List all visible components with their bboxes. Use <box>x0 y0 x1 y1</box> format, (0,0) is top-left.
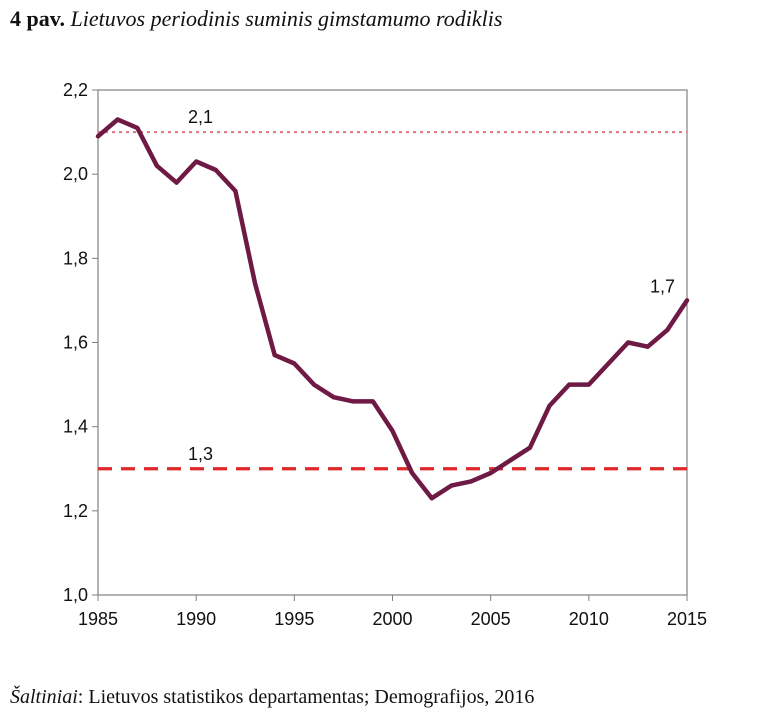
y-tick-label: 1,0 <box>63 585 88 605</box>
source-label: Šaltiniai <box>10 686 78 708</box>
y-tick-label: 1,6 <box>63 333 88 353</box>
y-tick-label: 1,2 <box>63 501 88 521</box>
data-point <box>567 382 572 387</box>
source-separator: : <box>77 686 89 708</box>
data-point <box>213 167 218 172</box>
data-point <box>586 382 591 387</box>
data-point <box>527 445 532 450</box>
x-tick-label: 1985 <box>78 609 118 629</box>
data-point <box>547 403 552 408</box>
y-tick-label: 1,4 <box>63 417 88 437</box>
figure-caption: Lietuvos periodinis suminis gimstamumo r… <box>70 6 503 31</box>
x-tick-label: 2015 <box>667 609 707 629</box>
data-point <box>292 361 297 366</box>
source-text: Lietuvos statistikos departamentas; Demo… <box>88 686 535 708</box>
data-point <box>194 159 199 164</box>
data-point <box>233 189 238 193</box>
data-point <box>508 458 513 463</box>
reference-line-label: 1,3 <box>188 444 213 464</box>
data-point <box>370 399 375 404</box>
data-point <box>665 327 670 332</box>
data-point <box>429 496 434 501</box>
plot-frame <box>97 89 688 596</box>
y-tick-label: 2,2 <box>63 80 88 100</box>
data-point <box>253 281 258 286</box>
figure-number: 4 pav. <box>10 6 66 31</box>
x-tick-label: 1990 <box>176 609 216 629</box>
data-point <box>96 134 100 139</box>
data-point <box>331 395 336 400</box>
data-point <box>115 117 120 122</box>
end-value-label: 1,7 <box>650 276 675 296</box>
data-point <box>645 344 650 349</box>
data-point <box>135 125 140 130</box>
data-point <box>449 483 454 488</box>
data-point <box>154 163 159 168</box>
data-point <box>272 353 277 358</box>
series-line <box>95 117 690 501</box>
data-point <box>311 382 316 387</box>
figure-title: 4 pav. Lietuvos periodinis suminis gimst… <box>10 6 502 32</box>
x-tick-label: 1995 <box>274 609 314 629</box>
x-tick-label: 2000 <box>372 609 412 629</box>
reference-line-label: 2,1 <box>188 107 213 127</box>
data-point <box>685 298 689 303</box>
fertility-line-chart: 1,0 1,2 1,4 1,6 1,8 2,0 2,2 1985 1990 1995 2000 200… <box>63 80 707 629</box>
data-point <box>410 470 415 475</box>
data-point <box>174 180 179 185</box>
source-note: Šaltiniai: Lietuvos statistikos departam… <box>10 686 534 709</box>
x-tick-label: 2010 <box>569 609 609 629</box>
data-point <box>626 340 631 345</box>
data-point <box>606 361 611 366</box>
data-point <box>488 470 493 475</box>
y-tick-label: 2,0 <box>63 164 88 184</box>
data-point <box>469 479 474 484</box>
x-tick-label: 2005 <box>471 609 511 629</box>
data-point <box>351 399 356 404</box>
y-tick-label: 1,8 <box>63 248 88 268</box>
data-point <box>390 428 395 433</box>
